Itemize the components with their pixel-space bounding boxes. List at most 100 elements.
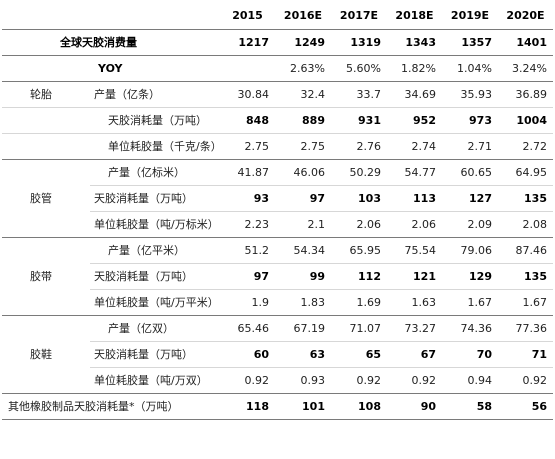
table-cell: 79.06 — [442, 237, 498, 264]
table-cell: 58 — [442, 393, 498, 420]
table-cell: 1249 — [275, 29, 331, 56]
header-year: 2015 — [220, 3, 275, 30]
header-year: 2016E — [275, 3, 331, 30]
row-label: 天胶消耗量（万吨） — [90, 341, 220, 368]
table-cell: 2.71 — [442, 133, 498, 160]
table-cell: 1.69 — [331, 289, 387, 316]
row-label: 产量（亿标米） — [90, 159, 220, 186]
table-cell: 60.65 — [442, 159, 498, 186]
table-cell: 2.1 — [275, 211, 331, 238]
header-year: 2017E — [331, 3, 387, 30]
table-row: 天胶消耗量（万吨） 60 63 65 67 70 71 — [2, 341, 553, 368]
table-row: 胶鞋 产量（亿双） 65.46 67.19 71.07 73.27 74.36 … — [2, 315, 553, 394]
row-label: 单位耗胶量（吨/万标米） — [90, 211, 220, 238]
table-cell: 848 — [220, 107, 275, 134]
table-cell: 0.92 — [387, 367, 442, 394]
table-cell: 1.67 — [442, 289, 498, 316]
table-cell: 41.87 — [220, 159, 275, 186]
group-label: 胶管 — [2, 159, 90, 238]
table-cell: 54.34 — [275, 237, 331, 264]
table-cell: 1.04% — [442, 55, 498, 82]
row-label: 单位耗胶量（千克/条） — [90, 133, 220, 160]
table-row: 胶管 产量（亿标米） 41.87 46.06 50.29 54.77 60.65… — [2, 159, 553, 238]
table-cell: 2.23 — [220, 211, 275, 238]
table-cell: 2.74 — [387, 133, 442, 160]
table-cell: 2.63% — [275, 55, 331, 82]
table-row: 天胶消耗量（万吨） 848 889 931 952 973 1004 — [2, 107, 553, 134]
rubber-consumption-table: 2015 2016E 2017E 2018E 2019E 2020E 全球天胶消… — [2, 3, 553, 420]
row-label: 天胶消耗量（万吨） — [90, 185, 220, 212]
table-row: 轮胎 产量（亿条） 30.84 32.4 33.7 34.69 35.93 36… — [2, 81, 553, 108]
table-cell: 5.60% — [331, 55, 387, 82]
row-label: 天胶消耗量（万吨） — [90, 107, 220, 134]
table-cell: 36.89 — [498, 81, 553, 108]
table-cell: 32.4 — [275, 81, 331, 108]
table-cell: 2.06 — [387, 211, 442, 238]
table-cell: 1319 — [331, 29, 387, 56]
table-cell: 99 — [275, 263, 331, 290]
table-cell: 46.06 — [275, 159, 331, 186]
table-cell: 0.94 — [442, 367, 498, 394]
table-cell — [220, 55, 275, 82]
row-label: 产量（亿条） — [90, 81, 220, 108]
table-cell: 2.75 — [275, 133, 331, 160]
row-label: 单位耗胶量（吨/万平米） — [90, 289, 220, 316]
table-cell: 35.93 — [442, 81, 498, 108]
table-cell: 65.95 — [331, 237, 387, 264]
table-cell: 1401 — [498, 29, 553, 56]
table-cell: 75.54 — [387, 237, 442, 264]
table-cell: 1.83 — [275, 289, 331, 316]
table-cell: 64.95 — [498, 159, 553, 186]
table-cell: 63 — [275, 341, 331, 368]
table-row: 胶带 产量（亿平米） 51.2 54.34 65.95 75.54 79.06 … — [2, 237, 553, 316]
table-cell: 71.07 — [331, 315, 387, 342]
table-cell: 2.08 — [498, 211, 553, 238]
table-cell: 65 — [331, 341, 387, 368]
group-label: 胶带 — [2, 237, 90, 316]
table-cell: 121 — [387, 263, 442, 290]
table-cell: 1.9 — [220, 289, 275, 316]
table-cell: 3.24% — [498, 55, 553, 82]
table-cell: 30.84 — [220, 81, 275, 108]
table-cell: 93 — [220, 185, 275, 212]
table-cell: 2.09 — [442, 211, 498, 238]
table-cell: 952 — [387, 107, 442, 134]
table-cell: 931 — [331, 107, 387, 134]
table-cell: 90 — [387, 393, 442, 420]
row-label: 单位耗胶量（吨/万双） — [90, 367, 220, 394]
table-cell: 33.7 — [331, 81, 387, 108]
table-cell: 1357 — [442, 29, 498, 56]
table-cell: 2.06 — [331, 211, 387, 238]
header-row: 2015 2016E 2017E 2018E 2019E 2020E — [2, 3, 553, 30]
table-cell: 77.36 — [498, 315, 553, 342]
table-cell: 50.29 — [331, 159, 387, 186]
table-cell: 135 — [498, 263, 553, 290]
table-cell: 2.75 — [220, 133, 275, 160]
table-cell: 65.46 — [220, 315, 275, 342]
table-cell: 34.69 — [387, 81, 442, 108]
table-row: 天胶消耗量（万吨） 97 99 112 121 129 135 — [2, 263, 553, 290]
table-cell: 54.77 — [387, 159, 442, 186]
table-row: 天胶消耗量（万吨） 93 97 103 113 127 135 — [2, 185, 553, 212]
row-label: YOY — [2, 55, 220, 82]
table-row: 单位耗胶量（吨/万平米） 1.9 1.83 1.69 1.63 1.67 1.6… — [2, 289, 553, 316]
table-cell: 71 — [498, 341, 553, 368]
group-spacer — [2, 133, 90, 160]
group-label: 轮胎 — [2, 81, 90, 108]
row-label: 全球天胶消费量 — [2, 29, 220, 56]
header-blank — [2, 3, 90, 30]
table-cell: 0.93 — [275, 367, 331, 394]
table-cell: 56 — [498, 393, 553, 420]
table-cell: 1343 — [387, 29, 442, 56]
table-cell: 2.72 — [498, 133, 553, 160]
table-row: 单位耗胶量（吨/万标米） 2.23 2.1 2.06 2.06 2.09 2.0… — [2, 211, 553, 238]
table-cell: 60 — [220, 341, 275, 368]
table-cell: 1.63 — [387, 289, 442, 316]
table-cell: 0.92 — [498, 367, 553, 394]
table-cell: 70 — [442, 341, 498, 368]
table-row: 其他橡胶制品天胶消耗量*（万吨） 118 101 108 90 58 56 — [2, 393, 553, 420]
group-spacer — [2, 107, 90, 134]
table-cell: 1004 — [498, 107, 553, 134]
table-cell: 1.67 — [498, 289, 553, 316]
table-cell: 135 — [498, 185, 553, 212]
